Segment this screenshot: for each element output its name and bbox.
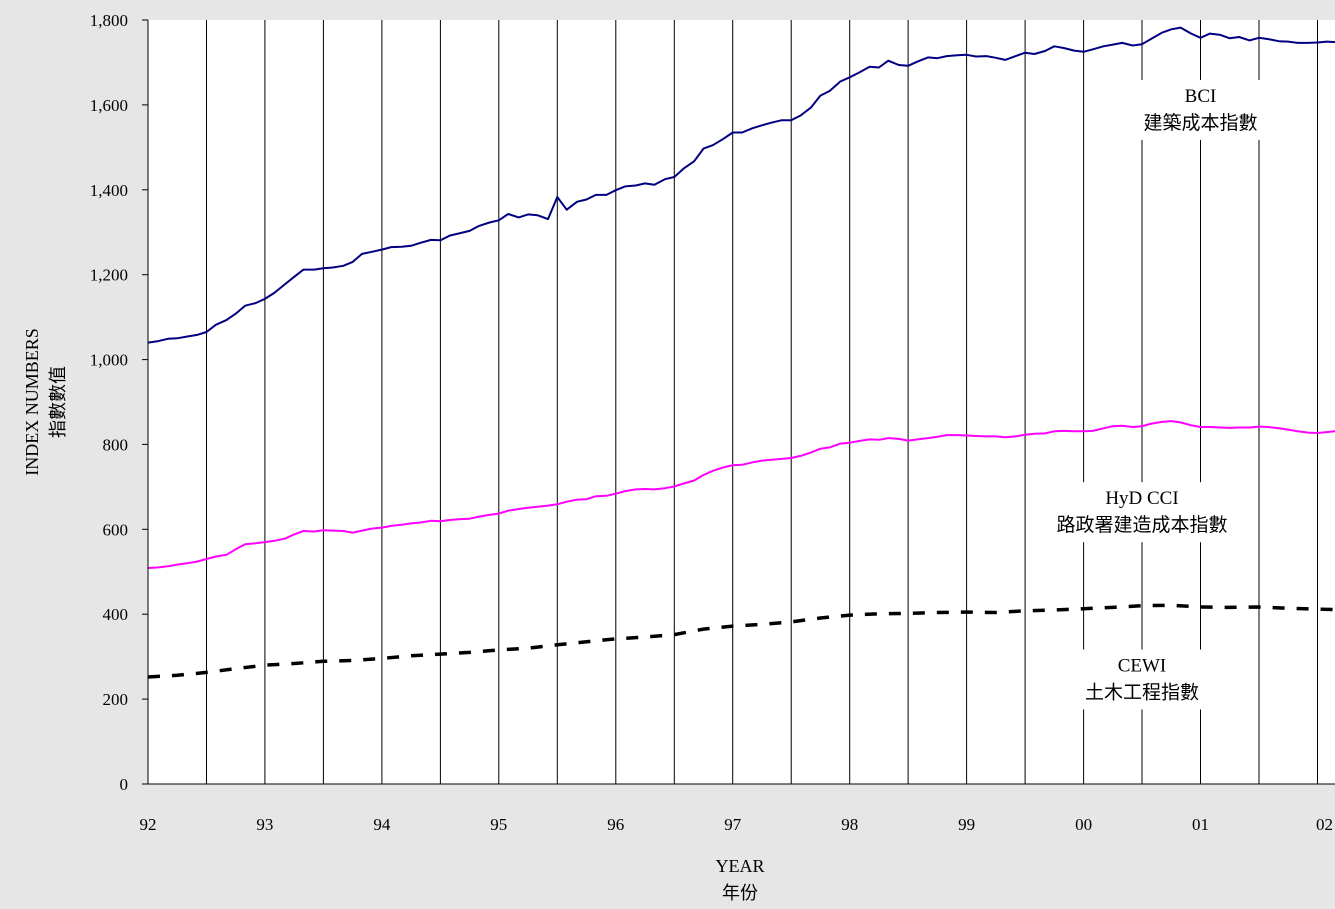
x-axis-title-zh: 年份 [722,883,758,903]
y-tick-label: 600 [103,520,129,539]
x-tick-label: 99 [958,815,975,834]
series-label-zh-bci: 建築成本指數 [1143,112,1257,134]
series-label-zh-cewi: 土木工程指數 [1085,682,1199,704]
x-tick-label: 94 [373,815,391,834]
y-tick-label: 0 [120,775,129,794]
x-tick-label: 95 [490,815,507,834]
series-layer [147,26,1335,679]
series-line-bci [147,26,1335,344]
y-tick-label: 1,000 [90,351,128,370]
series-label-bci: BCI [1185,86,1217,107]
x-axis-title: YEAR [716,856,765,876]
x-tick-label: 92 [140,815,157,834]
series-label-cewi: CEWI [1118,656,1167,677]
y-tick-label: 800 [103,435,129,454]
series-label-background [1072,649,1212,710]
x-tick-label: 97 [724,815,742,834]
axes: 02004006008001,0001,2001,4001,6001,80092… [90,11,1335,834]
y-axis-title-zh: 指數數值 [48,366,68,438]
series-label-background [1043,482,1241,543]
y-tick-label: 1,600 [90,96,128,115]
series-labels: BCI 建築成本指數 HyD CCI 路政署建造成本指數 CEWI 土木工程指數 [1043,79,1271,710]
series-label-background [1130,79,1271,140]
x-tick-label: 98 [841,815,858,834]
x-tick-label: 96 [607,815,624,834]
y-tick-label: 400 [103,605,129,624]
series-line-cewi [147,603,1335,679]
x-tick-label: 01 [1192,815,1209,834]
y-axis-title: INDEX NUMBERS [22,328,42,476]
x-tick-label: 02 [1316,815,1333,834]
y-tick-label: 200 [103,690,129,709]
series-label-hyd-cci: HyD CCI [1105,488,1178,509]
y-tick-label: 1,400 [90,181,128,200]
series-line-hyd-cci [147,420,1335,569]
y-tick-label: 1,200 [90,266,128,285]
y-tick-label: 1,800 [90,11,128,30]
x-tick-label: 00 [1075,815,1092,834]
x-tick-label: 93 [256,815,273,834]
series-label-zh-hyd-cci: 路政署建造成本指數 [1056,514,1227,536]
